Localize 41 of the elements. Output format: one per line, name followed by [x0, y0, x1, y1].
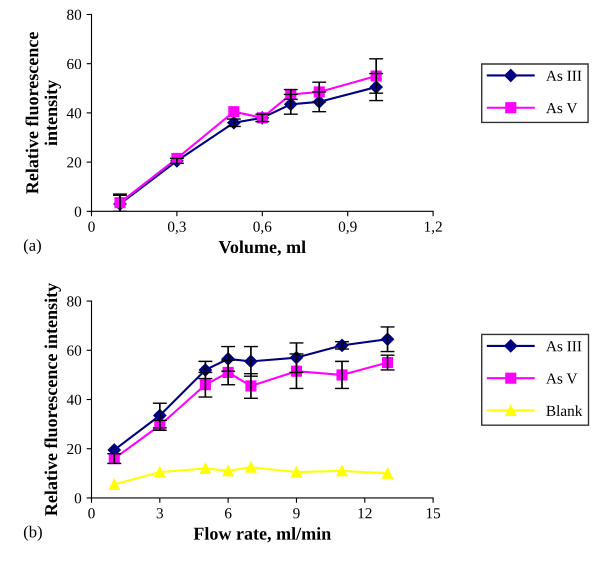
y-axis-title: Relative fluorescence intensity [44, 283, 61, 516]
y-tick-label: 40 [66, 108, 82, 118]
x-tick-label: 1,2 [424, 222, 442, 234]
point [108, 478, 120, 490]
y-tick-label: 40 [66, 394, 82, 405]
y-axis-title: Relative fluorescence intensity [25, 32, 61, 194]
y-tick-label: 0 [74, 493, 82, 504]
legend-label: Blank [546, 405, 582, 416]
point [245, 462, 256, 473]
text: (b) [24, 526, 42, 541]
x-tick-label: 3 [156, 508, 164, 518]
y-tick-label: 80 [67, 10, 82, 20]
point [336, 465, 348, 476]
x-tick-label: 9 [293, 508, 300, 518]
y-tick-label: 0 [74, 206, 82, 217]
legend-label: As V [546, 102, 578, 114]
y-tick-label: 60 [67, 345, 82, 356]
x-tick-label: 0 [88, 508, 95, 518]
point [290, 466, 302, 478]
x-tick-label: 0,6 [253, 222, 272, 234]
x-tick-label: 0,3 [168, 222, 186, 234]
text: (a) [24, 239, 41, 254]
legend-label: As III [546, 70, 582, 81]
point [228, 106, 240, 118]
y-tick-label: 80 [67, 296, 82, 307]
legend-label: As V [546, 373, 578, 384]
x-tick-label: 6 [224, 508, 232, 518]
legend-label: As III [546, 341, 582, 352]
point [154, 466, 166, 478]
x-axis-title: Flow rate, ml/min [194, 527, 331, 542]
y-tick-label: 20 [67, 157, 82, 168]
x-tick-label: 0,9 [338, 222, 357, 234]
point [200, 462, 211, 474]
y-tick-label: 60 [67, 58, 82, 70]
x-tick-label: 0 [88, 222, 95, 232]
x-tick-label: 15 [426, 508, 440, 518]
point [382, 468, 394, 479]
y-tick-label: 20 [67, 444, 82, 454]
x-axis-title: Volume, ml [218, 240, 306, 256]
x-tick-label: 12 [358, 508, 372, 518]
point [222, 465, 234, 476]
